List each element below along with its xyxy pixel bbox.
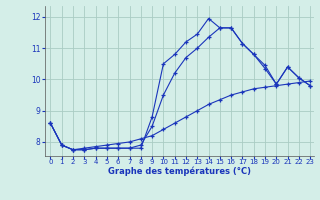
X-axis label: Graphe des températures (°C): Graphe des températures (°C) <box>108 167 251 176</box>
